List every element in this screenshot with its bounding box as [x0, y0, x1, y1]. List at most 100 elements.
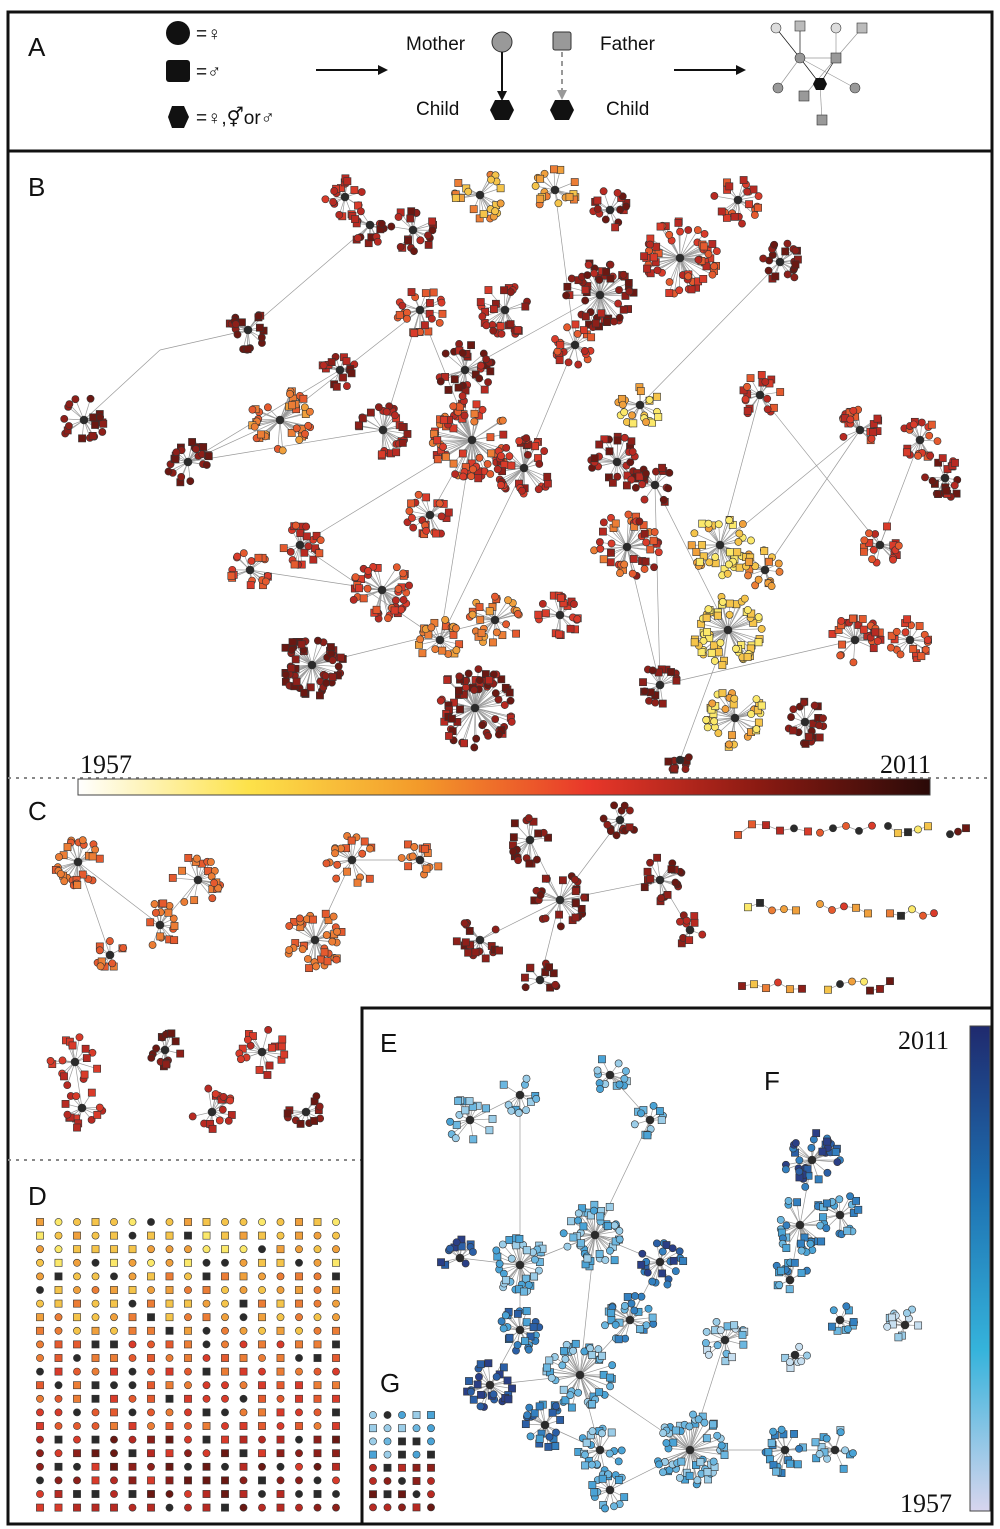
lineage-edge — [689, 1449, 725, 1456]
individual-node — [449, 459, 458, 468]
individual-node — [613, 189, 622, 197]
individual-node — [359, 594, 368, 603]
individual-node — [740, 594, 749, 603]
individual-node — [254, 312, 263, 320]
lineage-edge — [603, 522, 628, 548]
individual-node — [95, 854, 104, 863]
individual-node — [332, 874, 341, 883]
individual-node — [263, 1071, 272, 1079]
lineage-edge — [764, 429, 861, 571]
individual-node — [342, 357, 351, 366]
lineage-edge — [523, 467, 549, 484]
lineage-edge — [600, 546, 628, 550]
individual-node — [276, 1245, 285, 1254]
individual-node — [919, 911, 927, 920]
individual-node — [904, 828, 912, 837]
individual-node — [404, 862, 413, 871]
individual-node — [73, 1123, 81, 1132]
panel-label-a: A — [28, 32, 46, 62]
individual-node — [915, 435, 925, 445]
individual-node — [353, 234, 362, 242]
individual-node — [513, 1309, 522, 1318]
individual-node — [733, 548, 742, 557]
individual-node — [261, 577, 270, 586]
individual-node — [501, 683, 510, 692]
individual-node — [315, 1102, 324, 1111]
individual-node — [110, 1313, 118, 1322]
individual-node — [184, 1503, 192, 1512]
individual-node — [204, 1084, 213, 1093]
individual-node — [283, 1109, 292, 1118]
individual-node — [332, 1218, 340, 1226]
lineage-edge — [299, 544, 441, 641]
individual-node — [659, 495, 668, 504]
individual-node — [93, 1064, 101, 1073]
individual-node — [221, 1272, 229, 1281]
individual-node — [333, 927, 341, 936]
individual-node — [287, 664, 296, 673]
lineage-edge — [471, 439, 497, 463]
individual-node — [529, 1323, 538, 1331]
individual-node — [81, 1044, 90, 1053]
lineage-edge — [646, 257, 681, 269]
individual-node — [909, 645, 918, 653]
individual-node — [842, 822, 850, 830]
individual-node — [693, 1476, 702, 1485]
individual-node — [147, 1053, 156, 1062]
individual-node — [792, 906, 800, 915]
individual-node — [867, 434, 876, 443]
individual-node — [497, 452, 506, 460]
individual-node — [60, 1072, 68, 1081]
individual-node — [295, 1367, 303, 1376]
individual-node — [258, 1326, 266, 1335]
individual-node — [636, 387, 645, 395]
individual-node — [73, 857, 83, 867]
individual-node — [295, 1503, 303, 1512]
individual-node — [513, 610, 522, 618]
individual-node — [165, 1381, 174, 1390]
individual-node — [360, 837, 369, 846]
individual-node — [658, 699, 667, 708]
individual-node — [429, 288, 438, 297]
individual-node — [699, 275, 708, 283]
individual-node — [646, 858, 654, 867]
individual-node — [313, 1313, 322, 1322]
individual-node — [551, 335, 559, 343]
individual-node — [406, 214, 415, 223]
individual-node — [479, 210, 488, 218]
individual-node — [247, 557, 256, 565]
individual-node — [664, 757, 673, 766]
individual-node — [694, 255, 703, 264]
individual-node — [202, 1258, 211, 1267]
individual-node — [467, 435, 477, 445]
individual-node — [685, 936, 694, 945]
individual-node — [544, 833, 552, 842]
individual-node — [165, 1299, 174, 1308]
individual-node — [669, 1256, 678, 1265]
individual-node — [461, 1259, 470, 1268]
individual-node — [648, 1313, 657, 1322]
individual-node — [679, 1257, 688, 1266]
individual-node — [404, 236, 413, 245]
individual-node — [221, 1367, 229, 1376]
individual-node — [800, 698, 808, 707]
individual-node — [485, 607, 494, 616]
individual-node — [624, 279, 633, 287]
individual-node — [583, 271, 592, 280]
individual-node — [658, 1247, 667, 1256]
individual-node — [579, 326, 588, 334]
individual-node — [78, 836, 87, 845]
individual-node — [760, 565, 770, 575]
individual-node — [627, 475, 636, 484]
individual-node — [603, 318, 611, 327]
individual-node — [752, 725, 761, 734]
individual-node — [770, 403, 778, 412]
individual-node — [754, 638, 763, 647]
individual-node — [640, 252, 648, 261]
individual-node — [184, 1435, 192, 1444]
individual-node — [332, 1381, 340, 1390]
individual-node — [593, 196, 602, 205]
individual-node — [702, 613, 711, 622]
individual-node — [36, 1503, 44, 1512]
individual-node — [332, 1490, 340, 1498]
